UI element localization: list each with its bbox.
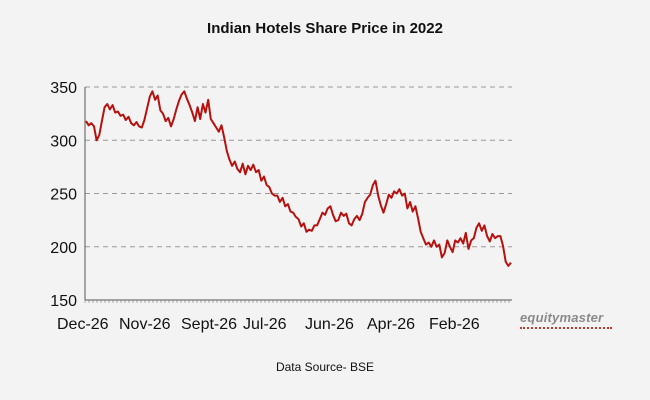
brand-logo-text: equitymaster <box>520 310 604 325</box>
x-tick-labels: Dec-26 Nov-26 Sept-26 Jul-26 Jun-26 Apr-26 Feb… <box>57 316 480 333</box>
x-tick-label: Feb-26 <box>429 316 480 333</box>
x-tick-label: Jun-26 <box>305 316 354 333</box>
x-tick-label: Jul-26 <box>243 316 287 333</box>
series-group <box>85 90 512 267</box>
x-tick-label: Dec-26 <box>57 316 109 333</box>
y-tick-label: 150 <box>50 293 77 310</box>
y-tick-labels: 150 200 250 300 350 <box>50 80 77 310</box>
y-tick-label: 300 <box>50 133 77 150</box>
gridlines <box>85 86 512 248</box>
axes <box>84 87 512 303</box>
data-source: Data Source- BSE <box>275 360 375 374</box>
chart-title: Indian Hotels Share Price in 2022 <box>207 20 443 37</box>
series-line <box>85 90 512 267</box>
brand-underline <box>520 327 612 329</box>
y-tick-label: 200 <box>50 240 77 257</box>
y-tick-label: 250 <box>50 187 77 204</box>
y-tick-label: 350 <box>50 80 77 97</box>
x-tick-label: Sept-26 <box>181 316 237 333</box>
x-tick-label: Nov-26 <box>119 316 171 333</box>
x-tick-label: Apr-26 <box>367 316 415 333</box>
